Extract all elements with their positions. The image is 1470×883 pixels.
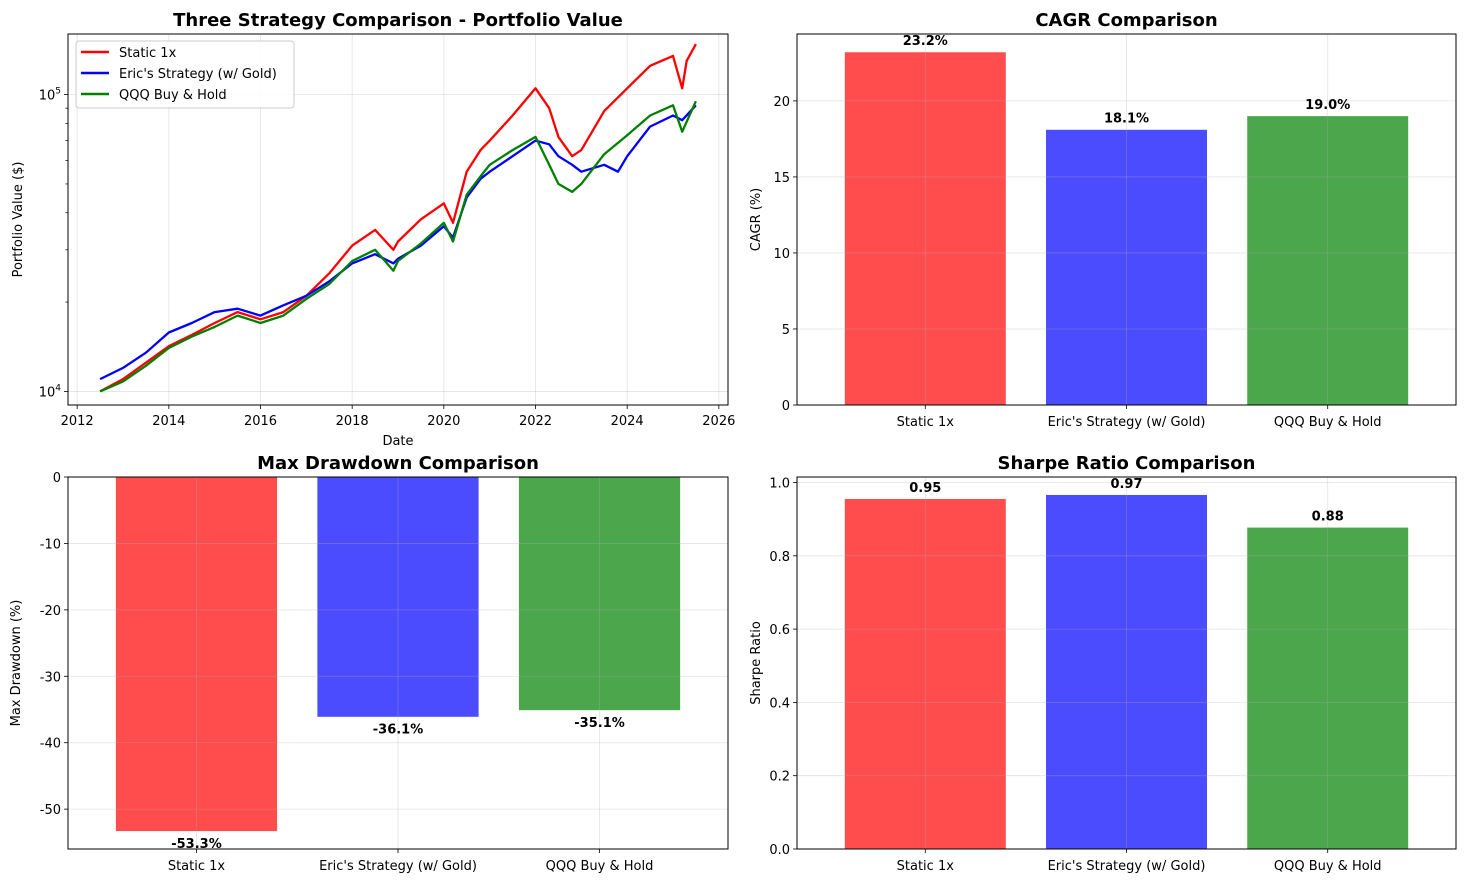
bar-2 bbox=[1247, 116, 1409, 405]
x-tick-label: 2024 bbox=[611, 414, 644, 429]
category-label: Eric's Strategy (w/ Gold) bbox=[319, 859, 477, 874]
category-label: Eric's Strategy (w/ Gold) bbox=[1048, 415, 1206, 430]
x-tick-label: 2012 bbox=[61, 414, 94, 429]
legend-label-1: Eric's Strategy (w/ Gold) bbox=[119, 67, 277, 82]
y-tick-label: 5 bbox=[782, 323, 790, 338]
bar-0 bbox=[844, 52, 1006, 405]
bar-1 bbox=[1046, 494, 1207, 849]
value-label: 23.2% bbox=[903, 34, 948, 49]
category-label: Static 1x bbox=[168, 859, 226, 874]
value-label: 0.88 bbox=[1312, 510, 1344, 525]
y-tick-label: 0.2 bbox=[769, 770, 790, 785]
series-line-0 bbox=[99, 43, 697, 393]
y-tick-base: 10 bbox=[39, 89, 56, 104]
x-tick-label: 2018 bbox=[336, 414, 369, 429]
y-tick-label: -50 bbox=[40, 803, 61, 818]
y-tick-label: -40 bbox=[40, 737, 61, 752]
bar-1 bbox=[1046, 129, 1207, 405]
y-tick-label: 0 bbox=[53, 471, 61, 486]
y-tick-label: 1.0 bbox=[769, 476, 790, 491]
value-label: -35.1% bbox=[574, 716, 625, 731]
y-tick-label: 0.8 bbox=[769, 550, 790, 565]
y-tick-label: -30 bbox=[40, 670, 61, 685]
category-label: QQQ Buy & Hold bbox=[1274, 415, 1382, 430]
chart-title: CAGR Comparison bbox=[1035, 10, 1217, 31]
legend-box bbox=[75, 40, 295, 109]
plot-frame bbox=[67, 33, 729, 406]
bar-0 bbox=[115, 477, 278, 832]
value-label: 18.1% bbox=[1104, 112, 1149, 127]
category-label: Static 1x bbox=[897, 415, 955, 430]
y-tick-label: 0.4 bbox=[769, 696, 790, 711]
legend: Static 1x Eric's Strategy (w/ Gold) QQQ Bu… bbox=[75, 40, 295, 109]
value-label: 0.97 bbox=[1110, 477, 1142, 492]
sharpe-ratio-chart: 0.0 0.2 0.4 0.6 0.8 1.0 Static 1x Eric's Strate… bbox=[749, 453, 1457, 874]
series-line-2 bbox=[99, 100, 697, 393]
x-axis-label: Date bbox=[382, 434, 413, 449]
y-tick-label: -10 bbox=[40, 537, 61, 552]
y-tick-label: -20 bbox=[40, 604, 61, 619]
x-tick-label: 2016 bbox=[244, 414, 277, 429]
y-tick-label: 15 bbox=[773, 171, 790, 186]
bar-0 bbox=[844, 498, 1006, 849]
chart-title: Sharpe Ratio Comparison bbox=[998, 453, 1256, 474]
value-label: -53.3% bbox=[171, 837, 222, 852]
y-axis-label: Max Drawdown (%) bbox=[9, 600, 24, 727]
value-label: 0.95 bbox=[909, 481, 941, 496]
y-tick-exponent: 4 bbox=[55, 383, 61, 393]
category-label: QQQ Buy & Hold bbox=[1274, 859, 1382, 874]
portfolio-value-chart: 2012 2014 2016 2018 2020 2022 2024 2026104105Th… bbox=[11, 10, 735, 449]
y-tick-exponent: 5 bbox=[55, 87, 61, 97]
bar-2 bbox=[518, 477, 681, 711]
y-tick-label: 0.0 bbox=[769, 843, 790, 858]
y-tick-label: 20 bbox=[773, 95, 790, 110]
x-tick-label: 2014 bbox=[152, 414, 185, 429]
y-tick-label: 104 bbox=[39, 383, 62, 400]
category-label: QQQ Buy & Hold bbox=[546, 859, 654, 874]
x-tick-label: 2020 bbox=[427, 414, 460, 429]
x-tick-label: 2022 bbox=[519, 414, 552, 429]
y-tick-base: 10 bbox=[39, 385, 56, 400]
y-tick-label: 0 bbox=[782, 399, 790, 414]
chart-title: Three Strategy Comparison - Portfolio Va… bbox=[173, 10, 623, 31]
x-tick-label: 2026 bbox=[702, 414, 735, 429]
y-axis-label: CAGR (%) bbox=[749, 188, 764, 251]
y-tick-label: 10 bbox=[773, 247, 790, 262]
chart-title: Max Drawdown Comparison bbox=[257, 453, 539, 474]
value-label: 19.0% bbox=[1305, 98, 1350, 113]
category-label: Eric's Strategy (w/ Gold) bbox=[1048, 859, 1206, 874]
bar-1 bbox=[317, 477, 479, 717]
y-tick-label: 105 bbox=[39, 87, 61, 104]
cagr-chart: 0 5 10 15 20 Static 1x Eric's Strategy (w/ Gol… bbox=[749, 10, 1457, 430]
y-tick-label: 0.6 bbox=[769, 623, 790, 638]
value-label: -36.1% bbox=[373, 723, 424, 738]
y-axis-label: Portfolio Value ($) bbox=[11, 162, 26, 278]
legend-label-2: QQQ Buy & Hold bbox=[119, 88, 227, 103]
y-axis-label: Sharpe Ratio bbox=[749, 621, 764, 705]
max-drawdown-chart: 0 -10 -20 -30 -40 -50 Static 1x Eric's Strategy… bbox=[9, 453, 729, 874]
legend-label-0: Static 1x bbox=[119, 46, 177, 61]
category-label: Static 1x bbox=[897, 859, 955, 874]
bar-2 bbox=[1247, 527, 1409, 849]
